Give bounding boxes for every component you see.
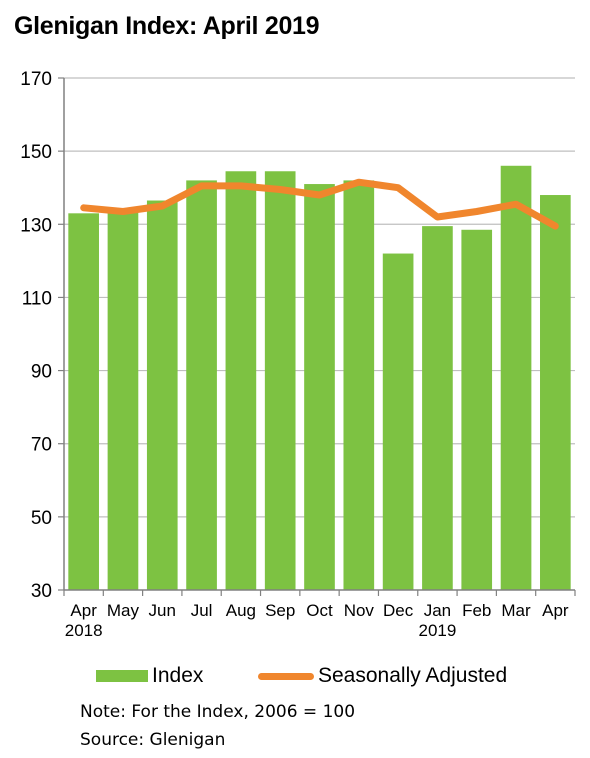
legend-swatch-seasonally-adjusted (258, 672, 314, 680)
y-tick-label: 70 (31, 435, 52, 456)
seasonally-adjusted-line (80, 178, 559, 230)
bar-series (68, 165, 571, 591)
bar (146, 200, 178, 590)
x-tick-label: Jun (149, 601, 176, 620)
bar (540, 195, 571, 590)
x-tick-label: Sep (265, 601, 295, 620)
y-tick-label: 30 (31, 581, 52, 602)
line-series (80, 178, 559, 230)
bar (264, 171, 296, 590)
legend-label-index: Index (152, 664, 204, 687)
chart-title: Glenigan Index: April 2019 (14, 12, 320, 40)
x-tick-label: Apr (542, 601, 569, 620)
x-tick-label: Jan (424, 601, 451, 620)
x-year-label: 2019 (419, 621, 457, 640)
x-tick-label: Mar (501, 601, 531, 620)
source-text: Source: Glenigan (80, 730, 226, 750)
bar (107, 209, 139, 590)
legend-swatch-index (96, 670, 148, 682)
y-tick-label: 130 (20, 215, 52, 236)
bar (68, 213, 99, 591)
x-tick-label: May (107, 601, 140, 620)
bar (461, 229, 493, 590)
y-axis: 30 50 70 90 110 130 150 170 (20, 69, 65, 602)
x-tick-label: Feb (462, 601, 491, 620)
bar (500, 165, 532, 590)
x-year-label: 2018 (65, 621, 103, 640)
note-text: Note: For the Index, 2006 = 100 (80, 702, 356, 722)
legend-item-seasonally-adjusted: Seasonally Adjusted (258, 662, 507, 690)
x-tick-label: Aug (226, 601, 256, 620)
x-tick-label: Jul (191, 601, 213, 620)
bar (422, 226, 453, 590)
x-tick-label: Oct (306, 601, 333, 620)
x-tick-label: Dec (383, 601, 414, 620)
bar (382, 253, 414, 591)
x-tick-label: Apr (70, 601, 97, 620)
legend-item-index: Index (96, 662, 203, 690)
bar (343, 180, 375, 590)
y-tick-label: 170 (20, 69, 52, 90)
y-tick-label: 110 (22, 288, 52, 309)
bar (225, 171, 257, 590)
bar (304, 184, 335, 591)
y-tick-label: 50 (31, 508, 52, 529)
y-tick-label: 90 (31, 362, 52, 383)
x-tick-label: Nov (344, 601, 375, 620)
legend-label-seasonally-adjusted: Seasonally Adjusted (318, 664, 508, 687)
y-tick-label: 150 (20, 142, 52, 163)
bar (186, 180, 217, 590)
